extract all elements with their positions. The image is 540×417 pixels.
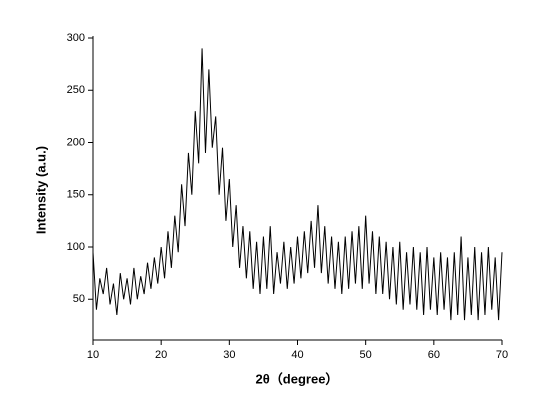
y-tick-label: 50 bbox=[73, 293, 85, 305]
y-tick-label: 200 bbox=[67, 136, 85, 148]
x-tick-label: 10 bbox=[87, 349, 99, 361]
y-axis-title: Intensity (a.u.) bbox=[33, 146, 48, 234]
y-tick-label: 300 bbox=[67, 32, 85, 44]
y-tick-label: 100 bbox=[67, 241, 85, 253]
x-tick-label: 20 bbox=[155, 349, 167, 361]
x-tick-label: 40 bbox=[291, 349, 303, 361]
y-tick-label: 150 bbox=[67, 189, 85, 201]
y-tick-label: 250 bbox=[67, 84, 85, 96]
data-line bbox=[92, 48, 503, 321]
x-tick-label: 30 bbox=[223, 349, 235, 361]
x-tick-label: 50 bbox=[360, 349, 372, 361]
x-axis-title: 2θ（degree） bbox=[256, 371, 339, 386]
x-tick-label: 60 bbox=[428, 349, 440, 361]
x-tick-label: 70 bbox=[496, 349, 508, 361]
